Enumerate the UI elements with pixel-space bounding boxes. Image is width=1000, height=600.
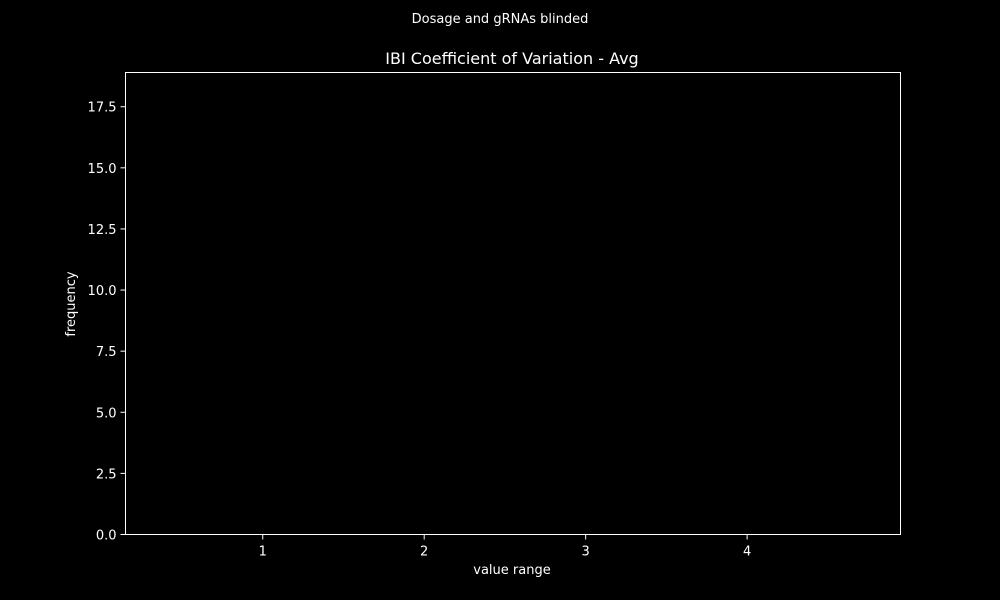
y-tick-label: 15.0 — [88, 162, 117, 177]
y-tick-label: 2.5 — [96, 467, 117, 482]
y-tick-label: 5.0 — [96, 406, 117, 421]
x-axis-ticks: 1 2 3 4 — [259, 534, 751, 560]
y-tick-label: 12.5 — [88, 223, 117, 238]
x-tick-label: 1 — [259, 545, 267, 560]
x-axis-label: value range — [473, 563, 550, 578]
plot-area-frame — [125, 72, 901, 535]
y-tick-label: 7.5 — [96, 345, 117, 360]
x-tick-label: 3 — [582, 545, 590, 560]
y-axis-label: frequency — [64, 271, 79, 337]
x-tick-label: 4 — [743, 545, 751, 560]
chart-title: IBI Coefficient of Variation - Avg — [385, 49, 638, 68]
y-tick-label: 0.0 — [96, 529, 117, 544]
y-tick-label: 10.0 — [88, 284, 117, 299]
chart-suptitle: Dosage and gRNAs blinded — [412, 12, 589, 27]
y-axis-ticks: 0.0 2.5 5.0 7.5 10.0 12.5 15.0 17.5 — [88, 101, 126, 544]
x-tick-label: 2 — [420, 545, 428, 560]
y-tick-label: 17.5 — [88, 101, 117, 116]
